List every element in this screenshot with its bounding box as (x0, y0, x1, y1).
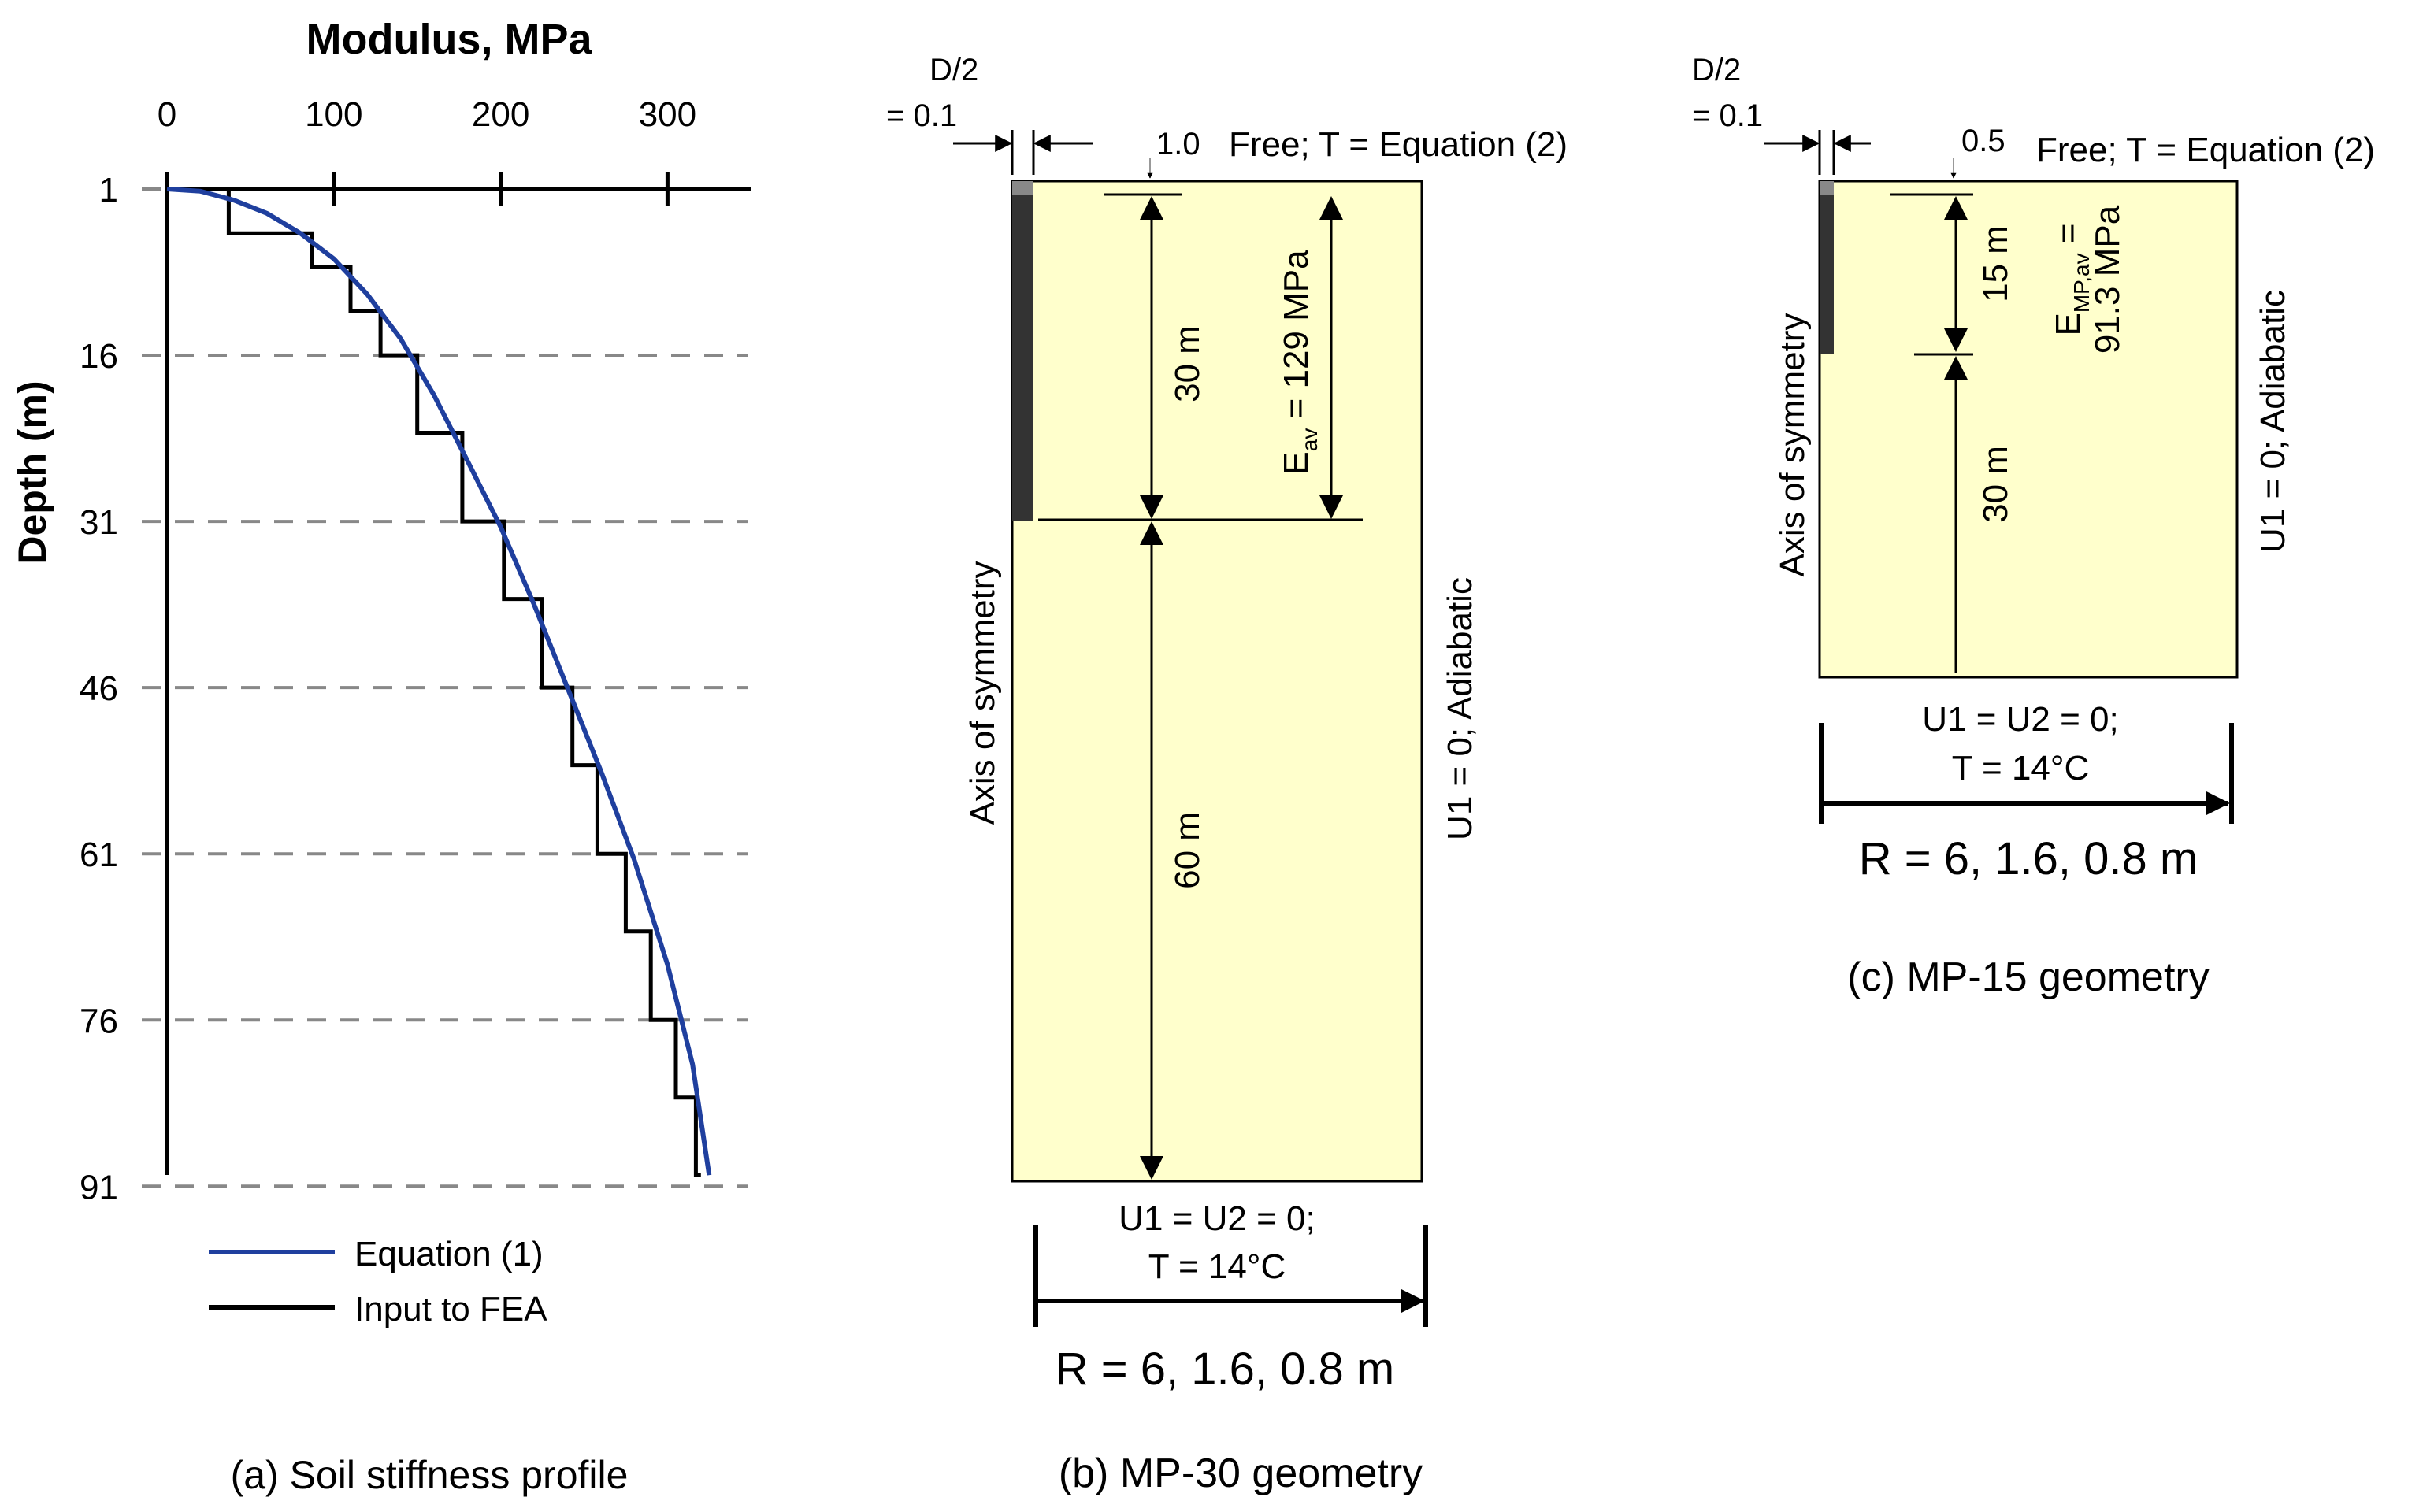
bottom-bc-1: U1 = U2 = 0; (1119, 1199, 1315, 1238)
top-gap-label: 1.0 (1156, 127, 1200, 161)
caption-b: (b) MP-30 geometry (1059, 1451, 1423, 1496)
d2-label-2: = 0.1 (1692, 98, 1763, 133)
y-tick-label: 61 (80, 836, 118, 874)
soil-domain (1011, 180, 1423, 1183)
caption-a: (a) Soil stiffness profile (231, 1453, 629, 1497)
top-boundary-label: Free; T = Equation (2) (2036, 131, 2375, 169)
grid-lines (142, 187, 748, 1188)
x-tick-label: 200 (472, 95, 529, 134)
x-tick-label: 0 (158, 95, 176, 134)
modulus-value: 91.3 MPa (2088, 205, 2127, 354)
caption-c: (c) MP-15 geometry (1847, 954, 2209, 1000)
y-tick-label: 31 (80, 503, 118, 542)
chart-title: Modulus, MPa (306, 16, 593, 63)
y-axis-label: Depth (m) (10, 380, 54, 564)
d2-label-1: D/2 (929, 53, 978, 87)
bottom-bc-1: U1 = U2 = 0; (1922, 700, 2118, 739)
dim-below-pile-label: 60 m (1168, 812, 1207, 889)
radius-label: R = 6, 1.6, 0.8 m (1859, 833, 2198, 884)
legend: Equation (1) Input to FEA (209, 1235, 547, 1329)
modulus-label: Eav = 129 MPa (1277, 250, 1322, 475)
right-boundary-label: U1 = 0; Adiabatic (1441, 577, 1479, 840)
monopile (1012, 195, 1033, 521)
x-ticks: 0 100 200 300 (158, 95, 696, 206)
mp15-geometry: D/2 = 0.1 0.5 Free; T = Equation (2) 15 … (1692, 53, 2375, 1000)
x-tick-label: 300 (639, 95, 696, 134)
pile-cap (1012, 181, 1033, 195)
y-tick-label: 1 (99, 171, 118, 209)
series-equation-line (166, 187, 712, 1176)
axis-of-symmetry-label: Axis of symmetry (1773, 313, 1812, 577)
dim-below-pile-label: 30 m (1976, 446, 2015, 523)
y-tick-label: 91 (80, 1168, 118, 1206)
x-tick-label: 100 (305, 95, 362, 134)
bottom-bc-2: T = 14°C (1148, 1247, 1286, 1286)
mp30-geometry: D/2 = 0.1 1.0 Free; T = Equation (2) 30 … (886, 53, 1568, 1496)
soil-stiffness-chart: Modulus, MPa Depth (m) 0 100 200 300 1 16 31 4… (10, 16, 751, 1497)
d2-label-1: D/2 (1692, 53, 1741, 87)
series-fea-line (167, 187, 701, 1177)
top-gap-label: 0.5 (1961, 124, 2005, 158)
y-ticks: 1 16 31 46 61 76 91 (80, 171, 118, 1206)
dim-pile-length-label: 30 m (1168, 325, 1207, 402)
bottom-bc-2: T = 14°C (1952, 749, 2090, 788)
series-layer (166, 187, 712, 1177)
y-tick-label: 46 (80, 669, 118, 708)
legend-label-fea: Input to FEA (354, 1290, 547, 1329)
d2-label-2: = 0.1 (886, 98, 957, 133)
modulus-label: EMP,av = (2049, 223, 2094, 335)
right-boundary-label: U1 = 0; Adiabatic (2254, 290, 2292, 553)
legend-label-equation: Equation (1) (354, 1235, 544, 1273)
top-boundary-label: Free; T = Equation (2) (1229, 125, 1568, 164)
y-tick-label: 76 (80, 1002, 118, 1040)
pile-cap (1820, 181, 1834, 195)
radius-label: R = 6, 1.6, 0.8 m (1056, 1343, 1394, 1395)
soil-domain (1818, 180, 2239, 679)
dim-pile-length-label: 15 m (1976, 225, 2015, 302)
axis-of-symmetry-label: Axis of symmetry (963, 561, 1002, 825)
monopile (1820, 195, 1834, 354)
y-tick-label: 16 (80, 337, 118, 376)
